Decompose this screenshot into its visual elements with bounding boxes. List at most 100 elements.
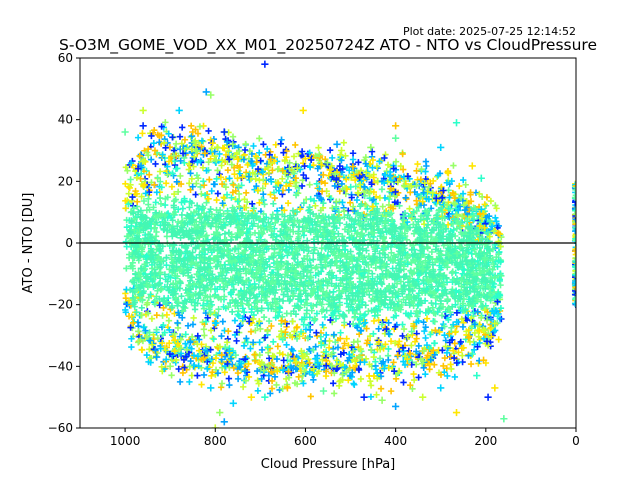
data-point — [407, 189, 414, 196]
data-point — [138, 346, 145, 353]
data-point — [197, 183, 204, 191]
data-point — [176, 133, 184, 140]
data-point — [422, 158, 430, 165]
data-point — [323, 307, 330, 314]
data-point — [270, 338, 277, 345]
data-point — [222, 176, 230, 183]
data-point — [421, 327, 428, 335]
data-point — [208, 372, 215, 380]
data-point — [194, 174, 202, 182]
data-point — [176, 378, 184, 386]
data-point — [241, 146, 249, 154]
data-point — [152, 160, 159, 168]
data-point — [317, 333, 324, 340]
data-point — [153, 326, 160, 333]
data-point — [481, 201, 488, 208]
data-point — [260, 313, 268, 321]
data-point — [181, 136, 189, 143]
data-point — [192, 191, 199, 198]
data-point — [362, 302, 369, 309]
data-point — [375, 325, 382, 332]
data-point — [420, 318, 427, 326]
data-point — [406, 205, 413, 212]
data-point — [306, 181, 313, 188]
data-point — [247, 345, 254, 352]
data-point — [330, 288, 337, 296]
data-point — [177, 172, 184, 180]
data-point — [312, 202, 319, 209]
data-point — [266, 355, 273, 362]
data-point — [497, 305, 505, 312]
data-point — [332, 315, 340, 322]
data-point — [467, 360, 475, 368]
data-point — [225, 375, 233, 382]
data-point — [159, 312, 166, 319]
data-point — [476, 339, 483, 347]
data-point — [235, 203, 243, 210]
data-point — [214, 190, 222, 197]
data-point — [179, 205, 187, 212]
data-point — [205, 127, 212, 135]
data-point — [199, 302, 207, 309]
data-point — [256, 135, 263, 142]
data-point — [364, 168, 371, 175]
data-point — [123, 223, 131, 231]
data-point — [257, 325, 264, 333]
data-point — [219, 200, 226, 207]
data-point — [225, 327, 232, 335]
data-point — [276, 349, 283, 357]
data-point — [326, 147, 334, 154]
data-point — [487, 197, 495, 205]
data-point — [190, 314, 197, 322]
data-point — [363, 340, 371, 347]
data-point — [209, 335, 216, 342]
data-point — [279, 313, 286, 321]
data-point — [201, 332, 208, 339]
data-point — [434, 308, 441, 316]
data-point — [342, 190, 350, 198]
data-point — [188, 333, 196, 341]
data-point — [423, 315, 431, 322]
data-point — [213, 175, 220, 182]
data-point — [200, 151, 207, 158]
data-point — [140, 197, 148, 205]
data-point — [163, 233, 171, 240]
data-point — [238, 182, 245, 189]
data-point — [310, 256, 317, 263]
data-point — [200, 178, 207, 185]
data-point — [495, 336, 502, 343]
data-point — [226, 381, 233, 389]
data-point — [284, 199, 292, 207]
data-point — [148, 156, 155, 163]
data-point — [366, 332, 374, 340]
data-point — [153, 312, 160, 319]
data-point — [357, 327, 365, 334]
data-point — [218, 332, 225, 340]
data-point — [397, 278, 405, 285]
data-point — [185, 166, 193, 173]
data-point — [139, 130, 146, 137]
data-point — [400, 358, 407, 365]
data-point — [185, 180, 193, 187]
data-point — [260, 190, 267, 198]
data-point — [292, 141, 299, 149]
data-point — [235, 167, 242, 174]
data-point — [216, 170, 223, 178]
data-point — [272, 141, 280, 148]
data-point — [356, 331, 363, 338]
data-point — [270, 200, 277, 207]
data-point — [188, 372, 196, 379]
data-point — [214, 167, 221, 174]
data-point — [340, 207, 348, 215]
data-point — [178, 124, 186, 131]
data-point — [376, 355, 384, 362]
data-point — [200, 326, 208, 333]
data-point — [203, 232, 210, 239]
data-point — [428, 299, 435, 307]
data-point — [229, 308, 236, 315]
data-point — [321, 313, 329, 321]
data-point — [313, 310, 321, 317]
data-point — [143, 351, 151, 359]
data-point — [378, 186, 386, 193]
data-point — [168, 183, 176, 190]
